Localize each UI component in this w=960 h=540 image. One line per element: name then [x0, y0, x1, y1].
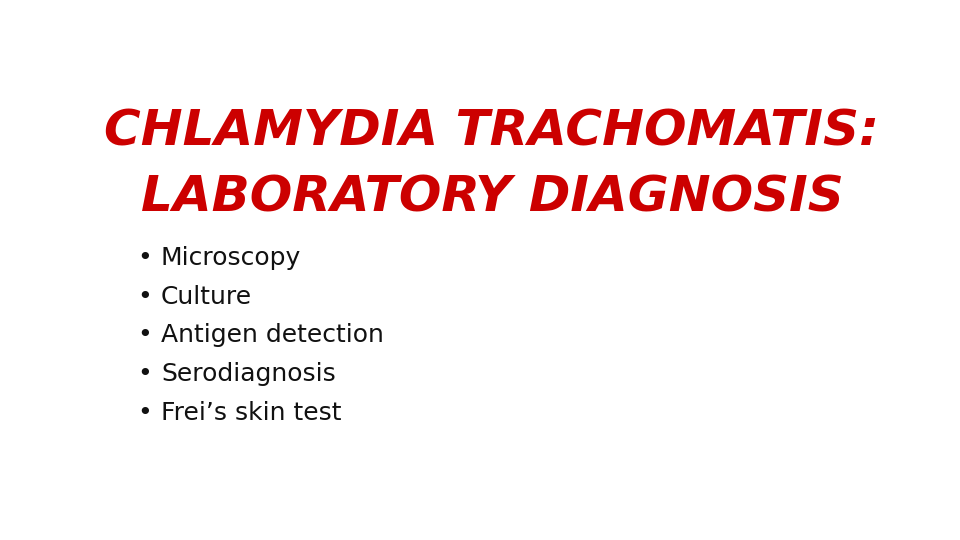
Text: •: •: [137, 362, 152, 386]
Text: Serodiagnosis: Serodiagnosis: [161, 362, 336, 386]
Text: •: •: [137, 285, 152, 309]
Text: •: •: [137, 401, 152, 425]
Text: •: •: [137, 323, 152, 347]
Text: Frei’s skin test: Frei’s skin test: [161, 401, 342, 425]
Text: Microscopy: Microscopy: [161, 246, 301, 270]
Text: LABORATORY DIAGNOSIS: LABORATORY DIAGNOSIS: [140, 174, 844, 222]
Text: Culture: Culture: [161, 285, 252, 309]
Text: CHLAMYDIA TRACHOMATIS:: CHLAMYDIA TRACHOMATIS:: [105, 107, 879, 156]
Text: Antigen detection: Antigen detection: [161, 323, 384, 347]
Text: •: •: [137, 246, 152, 270]
